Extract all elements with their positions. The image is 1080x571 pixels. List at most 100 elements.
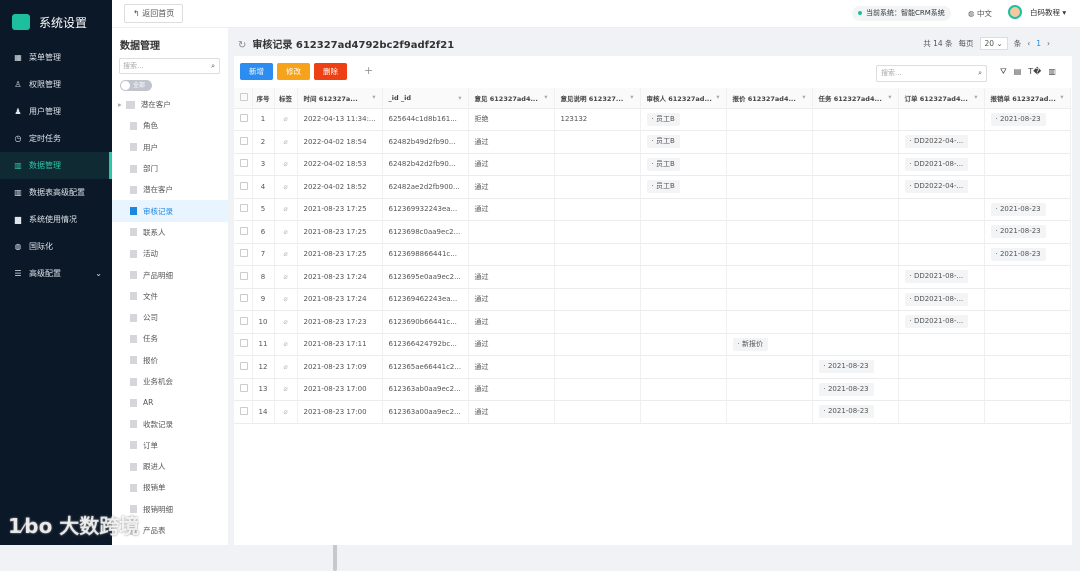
tag-icon[interactable]: ⌀ — [274, 378, 298, 401]
tree-item[interactable]: 报销明细 — [112, 499, 228, 520]
tag-icon[interactable]: ⌀ — [274, 108, 298, 131]
link-tag[interactable]: · 2021-08-23 — [990, 202, 1046, 216]
link-tag[interactable]: · 员工B — [646, 157, 680, 171]
tag-icon[interactable]: ⌀ — [274, 333, 298, 356]
tree-item[interactable]: 审核记录 — [112, 200, 228, 222]
caret-down-icon[interactable]: ▾ — [630, 92, 634, 101]
link-tag[interactable]: · 2021-08-23 — [818, 360, 874, 374]
text-size-icon[interactable]: T� — [1028, 67, 1042, 76]
column-header[interactable]: 时间 612327a... ▾ — [297, 88, 383, 109]
link-tag[interactable]: · 员工B — [646, 135, 680, 149]
column-header[interactable]: 意见说明 612327... ▾ — [554, 88, 641, 109]
caret-down-icon[interactable]: ▾ — [1060, 92, 1064, 101]
caret-down-icon[interactable]: ▾ — [458, 93, 462, 102]
link-tag[interactable]: · 2021-08-23 — [818, 405, 874, 419]
column-header[interactable]: _id _id ▾ — [382, 88, 469, 109]
row-checkbox[interactable] — [234, 378, 253, 401]
row-checkbox[interactable] — [234, 265, 253, 289]
table-row[interactable]: 1 ⌀ 2022-04-13 11:34:... 625644c1d8b161... 拒… — [234, 108, 1071, 131]
tag-icon[interactable]: ⌀ — [274, 265, 298, 289]
link-tag[interactable]: · 2021-08-23 — [990, 112, 1046, 126]
column-header[interactable]: 报价 612327ad4... ▾ — [726, 88, 813, 109]
tag-icon[interactable]: ⌀ — [274, 310, 298, 334]
table-row[interactable]: 5 ⌀ 2021-08-23 17:25 612369932243ea... 通过 · 2… — [234, 198, 1071, 221]
search-icon[interactable]: ⌕ — [211, 62, 215, 70]
tag-icon[interactable]: ⌀ — [274, 130, 298, 154]
nav-item[interactable]: ◷ 定时任务 — [0, 125, 112, 152]
caret-down-icon[interactable]: ▾ — [544, 92, 548, 101]
table-search-input[interactable]: 搜索... ⌕ — [876, 65, 987, 82]
caret-down-icon[interactable]: ▾ — [888, 92, 892, 101]
row-checkbox[interactable] — [234, 153, 253, 176]
tree-item[interactable]: 部门 — [112, 158, 228, 179]
row-checkbox[interactable] — [234, 198, 253, 221]
tree-item[interactable]: AR — [112, 392, 228, 413]
nav-item[interactable]: ▥ 数据表高级配置 — [0, 179, 112, 206]
tree-item[interactable]: 任务 — [112, 328, 228, 349]
tree-item[interactable]: 订单 — [112, 435, 228, 456]
table-row[interactable]: 12 ⌀ 2021-08-23 17:09 612365ae66441c2... 通过 ·… — [234, 355, 1071, 379]
nav-item[interactable]: ♙ 权限管理 — [0, 71, 112, 98]
link-tag[interactable]: · 新报价 — [732, 337, 768, 351]
link-tag[interactable]: · DD2021-08-... — [904, 315, 969, 329]
link-tag[interactable]: · DD2021-08-... — [904, 270, 969, 284]
link-tag[interactable]: · 员工B — [646, 112, 680, 126]
tree-item[interactable]: 联系人 — [112, 222, 228, 243]
tree-item[interactable]: 跟进人 — [112, 456, 228, 477]
search-icon[interactable]: ⌕ — [978, 69, 982, 77]
tree-item[interactable]: 潜在客户 — [112, 179, 228, 200]
row-checkbox[interactable] — [234, 400, 253, 424]
tree-item[interactable]: 报价 — [112, 350, 228, 371]
nav-item[interactable]: ☰ 高级配置 ⌄ — [0, 260, 112, 287]
table-row[interactable]: 9 ⌀ 2021-08-23 17:24 612369462243ea... 通过 · D… — [234, 288, 1071, 311]
nav-item[interactable]: ◍ 国际化 — [0, 233, 112, 260]
prev-page-icon[interactable]: ‹ — [1027, 39, 1031, 48]
tag-icon[interactable]: ⌀ — [274, 220, 298, 244]
column-header[interactable]: 审核人 612327ad... ▾ — [640, 88, 727, 109]
column-header[interactable]: 报销单 612327ad... ▾ — [984, 88, 1071, 109]
row-checkbox[interactable] — [234, 130, 253, 154]
tag-icon[interactable]: ⌀ — [274, 243, 298, 266]
delete-button[interactable]: 删除 — [314, 63, 347, 80]
column-header[interactable]: 序号 — [252, 88, 275, 109]
link-tag[interactable]: · 2021-08-23 — [990, 225, 1046, 239]
column-header[interactable]: 订单 612327ad4... ▾ — [898, 88, 985, 109]
tag-icon[interactable]: ⌀ — [274, 400, 298, 424]
group-icon[interactable]: ▤ — [1013, 67, 1022, 76]
link-tag[interactable]: · DD2021-08-... — [904, 292, 969, 306]
tree-item[interactable]: 收款记录 — [112, 413, 228, 434]
edit-button[interactable]: 修改 — [277, 63, 310, 80]
chart-icon[interactable]: ▥ — [1048, 67, 1056, 76]
caret-down-icon[interactable]: ▾ — [974, 92, 978, 101]
column-header[interactable]: 标签 — [274, 88, 298, 109]
table-row[interactable]: 4 ⌀ 2022-04-02 18:52 62482ae2d2fb900... 通过 · … — [234, 175, 1071, 199]
nav-item[interactable]: ▦ 菜单管理 — [0, 44, 112, 71]
tag-icon[interactable]: ⌀ — [274, 153, 298, 176]
next-page-icon[interactable]: › — [1047, 39, 1050, 48]
tree-item[interactable]: 角色 — [112, 115, 228, 136]
tree-item[interactable]: 活动 — [112, 243, 228, 264]
tree-item[interactable]: 产品表 — [112, 520, 228, 541]
current-page[interactable]: 1 — [1036, 39, 1041, 48]
link-tag[interactable]: · DD2021-08-... — [904, 157, 969, 171]
tree-item[interactable]: 产品明细 — [112, 264, 228, 285]
tree-root[interactable]: ▸ 潜在客户 — [112, 94, 228, 115]
link-tag[interactable]: · DD2022-04-... — [904, 135, 969, 149]
caret-down-icon[interactable]: ▾ — [802, 92, 806, 101]
table-row[interactable]: 6 ⌀ 2021-08-23 17:25 6123698c0aa9ec2... · 20… — [234, 220, 1071, 244]
filter-icon[interactable]: ⛛ — [1000, 67, 1007, 76]
row-checkbox[interactable] — [234, 310, 253, 334]
tag-icon[interactable]: ⌀ — [274, 288, 298, 311]
table-row[interactable]: 13 ⌀ 2021-08-23 17:00 612363ab0aa9ec2... 通过 ·… — [234, 378, 1071, 401]
nav-item[interactable]: ▆ 系统使用情况 — [0, 206, 112, 233]
table-row[interactable]: 7 ⌀ 2021-08-23 17:25 6123698866441c... · 202… — [234, 243, 1071, 266]
column-header[interactable]: 意见 612327ad4... ▾ — [468, 88, 555, 109]
row-checkbox[interactable] — [234, 355, 253, 379]
tree-item[interactable]: 业务机会 — [112, 371, 228, 392]
link-tag[interactable]: · 2021-08-23 — [818, 382, 874, 396]
language-switch[interactable]: ◍ 中文 — [968, 8, 992, 19]
tree-item[interactable]: 报销单 — [112, 477, 228, 498]
row-checkbox[interactable] — [234, 220, 253, 244]
add-column-icon[interactable]: + — [364, 64, 374, 77]
user-menu[interactable]: 白码教程 ▾ — [1008, 5, 1066, 19]
